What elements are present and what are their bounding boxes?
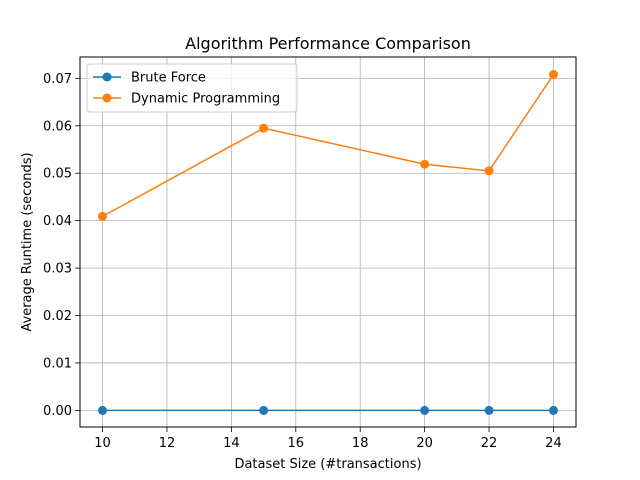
y-tick-label: 0.06 xyxy=(43,119,72,134)
x-axis-label: Dataset Size (#transactions) xyxy=(234,457,421,472)
x-tick-label: 18 xyxy=(352,436,369,451)
x-axis: 10 12 14 16 18 20 22 24 xyxy=(94,427,562,451)
series-point-1 xyxy=(259,123,269,133)
plot-frame xyxy=(79,56,577,428)
y-tick-label: 0.01 xyxy=(43,356,72,371)
series-point-0 xyxy=(484,405,494,415)
y-tick-label: 0.03 xyxy=(43,262,72,277)
legend: Brute Force Dynamic Programming xyxy=(86,63,298,113)
x-tick-label: 16 xyxy=(288,436,305,451)
grid xyxy=(80,57,576,427)
series-point-0 xyxy=(98,405,108,415)
legend-marker xyxy=(102,72,112,82)
legend-label: Dynamic Programming xyxy=(131,92,280,107)
legend-label: Brute Force xyxy=(131,71,206,86)
y-tick-label: 0.04 xyxy=(43,214,72,229)
x-tick-label: 14 xyxy=(223,436,240,451)
series-point-1 xyxy=(420,159,430,169)
series-point-0 xyxy=(420,405,430,415)
series-point-0 xyxy=(259,405,269,415)
y-tick-label: 0.00 xyxy=(43,404,72,419)
y-axis-label: Average Runtime (seconds) xyxy=(20,152,35,331)
y-tick-label: 0.07 xyxy=(43,72,72,87)
x-tick-label: 22 xyxy=(481,436,498,451)
y-tick-label: 0.05 xyxy=(43,167,72,182)
series-layer xyxy=(98,70,558,415)
series-point-1 xyxy=(98,211,108,221)
y-tick-label: 0.02 xyxy=(43,309,72,324)
series-point-1 xyxy=(548,70,558,80)
series-point-1 xyxy=(484,166,494,176)
legend-box xyxy=(86,63,298,113)
series-point-0 xyxy=(548,405,558,415)
x-tick-label: 20 xyxy=(416,436,433,451)
x-tick-label: 24 xyxy=(545,436,562,451)
y-axis: 0.00 0.01 0.02 0.03 0.04 0.05 0.06 0.07 xyxy=(43,72,80,419)
x-tick-label: 12 xyxy=(159,436,176,451)
x-tick-label: 10 xyxy=(94,436,111,451)
legend-marker xyxy=(102,93,112,103)
chart-title: Algorithm Performance Comparison xyxy=(185,34,471,53)
